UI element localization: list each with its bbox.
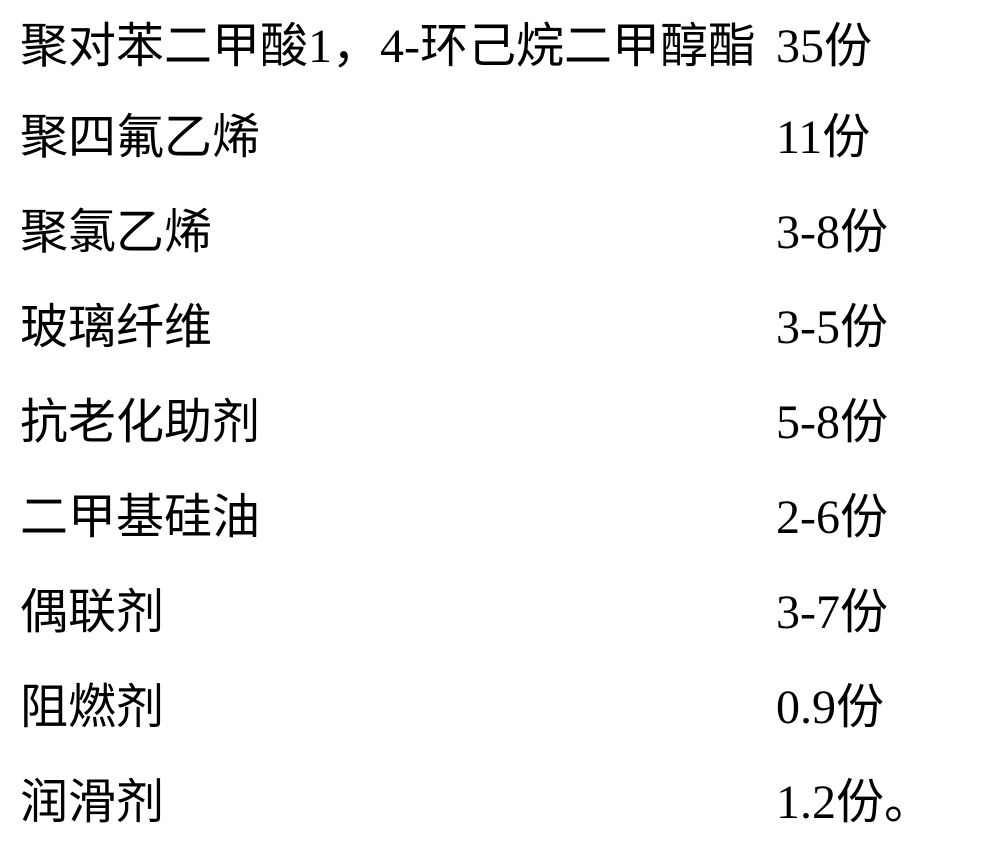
ingredient-amount: 35份 [776,4,872,90]
ingredient-name: 玻璃纤维 [20,280,212,375]
ingredient-name: 聚四氟乙烯 [20,90,260,185]
ingredient-name: 润滑剂 [20,755,164,850]
ingredient-name: 抗老化助剂 [20,375,260,470]
ingredient-amount: 0.9份 [776,660,884,755]
ingredient-amount: 3-7份 [776,565,888,660]
ingredient-name: 偶联剂 [20,565,164,660]
ingredient-name: 二甲基硅油 [20,470,260,565]
ingredient-amount: 1.2份。 [776,755,932,850]
list-item: 聚氯乙烯 3-8份 [20,185,1000,280]
ingredient-amount: 3-8份 [776,185,888,280]
list-item: 偶联剂 3-7份 [20,565,1000,660]
ingredient-name: 阻燃剂 [20,660,164,755]
list-item: 润滑剂 1.2份。 [20,755,1000,850]
list-item: 抗老化助剂 5-8份 [20,375,1000,470]
ingredient-amount: 3-5份 [776,280,888,375]
ingredient-amount: 11份 [776,90,870,185]
ingredient-list: 聚对苯二甲酸1，4-环己烷二甲醇酯 35份 聚四氟乙烯 11份 聚氯乙烯 3-8… [0,0,1000,857]
ingredient-amount: 5-8份 [776,375,888,470]
list-item: 玻璃纤维 3-5份 [20,280,1000,375]
ingredient-name: 聚氯乙烯 [20,185,212,280]
list-item: 阻燃剂 0.9份 [20,660,1000,755]
ingredient-amount: 2-6份 [776,470,888,565]
ingredient-name: 聚对苯二甲酸1，4-环己烷二甲醇酯 [20,4,756,90]
list-item: 聚四氟乙烯 11份 [20,90,1000,185]
list-item: 聚对苯二甲酸1，4-环己烷二甲醇酯 35份 [20,4,1000,90]
list-item: 二甲基硅油 2-6份 [20,470,1000,565]
